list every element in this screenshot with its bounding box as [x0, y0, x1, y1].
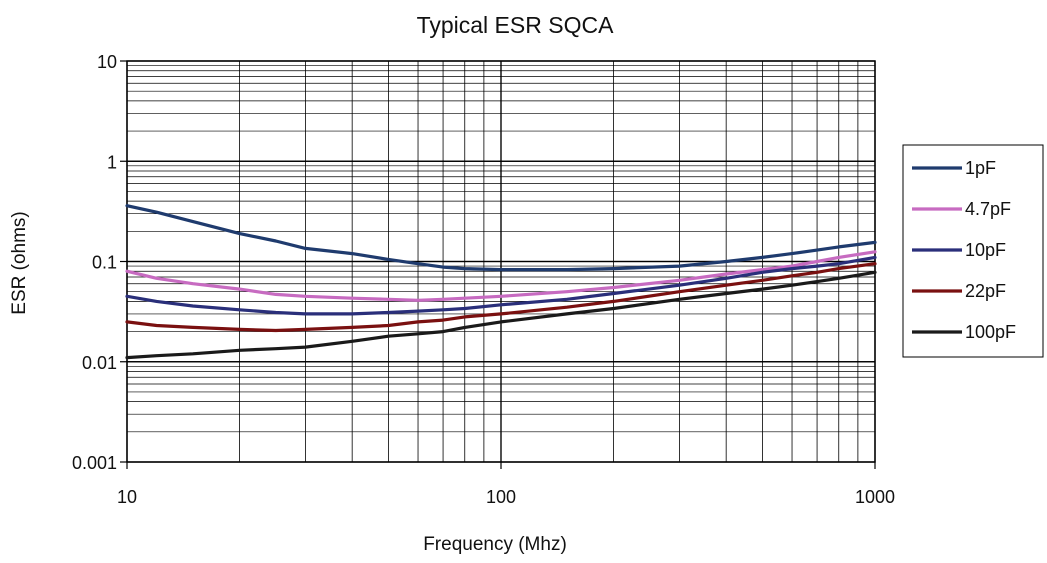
legend-label-10pf: 10pF — [965, 240, 1006, 260]
x-tick-label: 10 — [117, 487, 137, 507]
y-tick-label: 1 — [107, 152, 117, 172]
legend-label-100pf: 100pF — [965, 322, 1016, 342]
series-line-10pf — [125, 255, 877, 316]
series-line-1pf — [125, 204, 877, 272]
legend-label-4-7pf: 4.7pF — [965, 199, 1011, 219]
grid — [126, 60, 876, 463]
chart-title: Typical ESR SQCA — [417, 12, 614, 38]
legend-label-1pf: 1pF — [965, 158, 996, 178]
series-line-100pf — [125, 270, 877, 360]
y-tick-label: 0.1 — [92, 253, 117, 273]
y-tick-label: 0.001 — [72, 453, 117, 473]
y-axis-label: ESR (ohms) — [9, 211, 30, 314]
legend: 1pF 4.7pF 10pF 22pF 100pF — [902, 144, 1044, 358]
y-tick-label: 0.01 — [82, 353, 117, 373]
y-tick-label: 10 — [97, 52, 117, 72]
x-tick-label: 100 — [486, 487, 516, 507]
series-line-4-7pf — [125, 250, 877, 302]
x-axis-label: Frequency (Mhz) — [423, 534, 567, 555]
series-lines — [125, 204, 877, 360]
legend-label-22pf: 22pF — [965, 281, 1006, 301]
x-tick-label: 1000 — [855, 487, 895, 507]
series-line-22pf — [125, 262, 877, 333]
